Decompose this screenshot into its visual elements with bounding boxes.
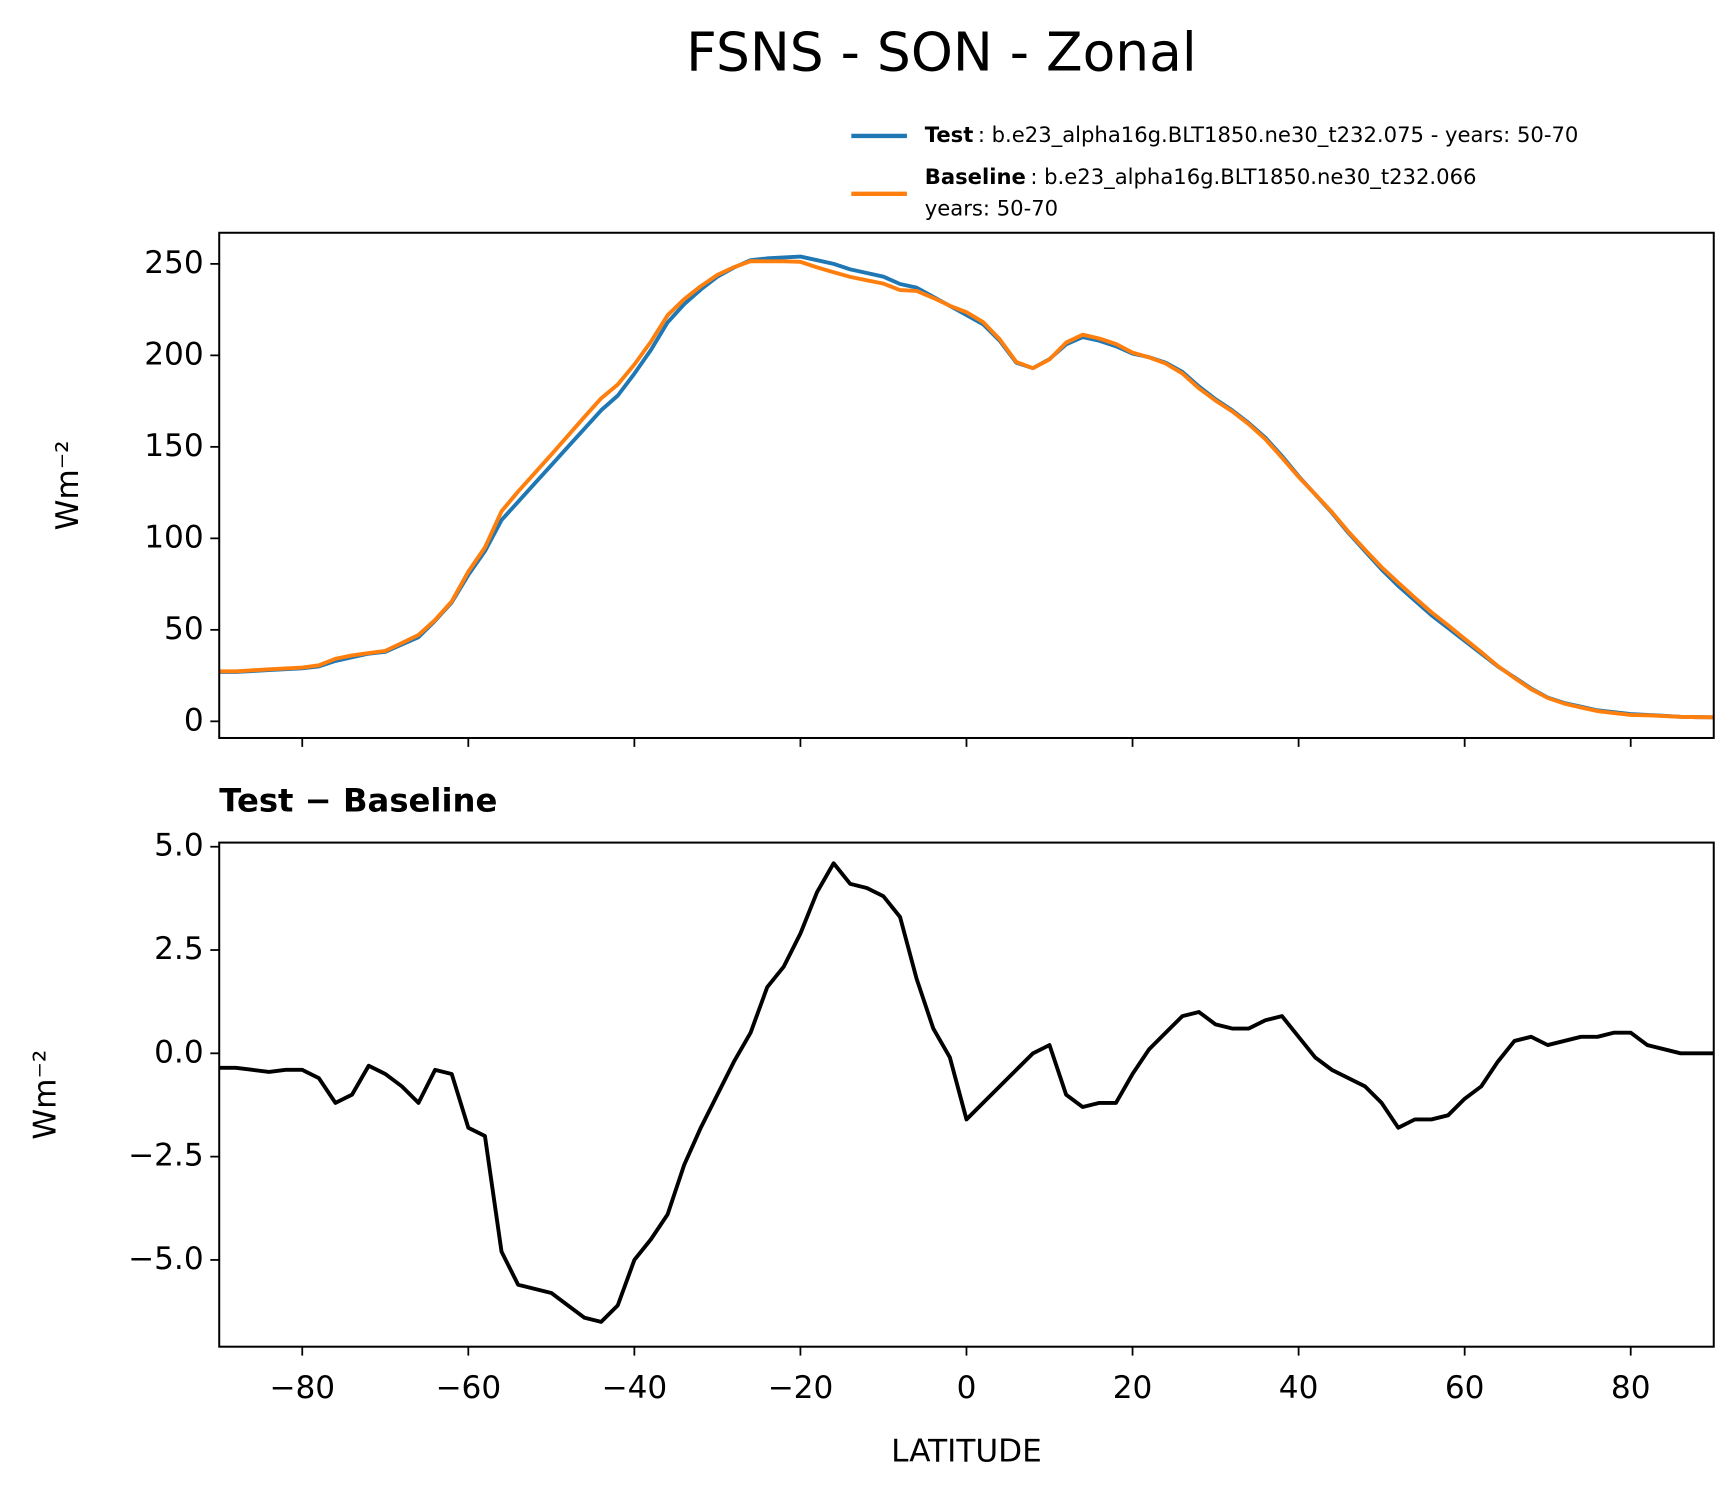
axes-frame (218, 231, 1715, 739)
x-tick-label: 80 (1611, 1370, 1651, 1406)
axes-frame (218, 841, 1715, 1348)
x-tick-label: 60 (1445, 1370, 1485, 1406)
x-axis-label: LATITUDE (891, 1433, 1042, 1469)
y-tick-label: −2.5 (128, 1138, 204, 1174)
y-tick-label: 200 (144, 336, 203, 372)
x-tick-label: −40 (602, 1370, 668, 1406)
y-axis-label: Wm⁻² (50, 440, 86, 530)
legend-description: : b.e23_alpha16g.BLT1850.ne30_t232.075 -… (978, 122, 1579, 148)
x-tick-label: 40 (1279, 1370, 1319, 1406)
x-tick-label: −80 (269, 1370, 335, 1406)
y-tick-label: 250 (144, 245, 203, 281)
data-line (219, 861, 1714, 1324)
y-tick-label: 100 (144, 519, 203, 555)
legend-description: : b.e23_alpha16g.BLT1850.ne30_t232.066 (1030, 164, 1476, 190)
figure-title: FSNS - SON - Zonal (686, 20, 1197, 83)
y-tick-label: 50 (164, 611, 204, 647)
y-tick-label: −5.0 (128, 1241, 204, 1277)
legend-name: Baseline (925, 164, 1026, 189)
y-axis-label: Wm⁻² (28, 1050, 64, 1140)
x-tick-label: 20 (1113, 1370, 1153, 1406)
legend-description: years: 50-70 (925, 195, 1058, 220)
y-tick-label: 5.0 (154, 828, 204, 864)
legend-entry: Test: b.e23_alpha16g.BLT1850.ne30_t232.0… (925, 122, 1579, 148)
x-tick-label: −60 (435, 1370, 501, 1406)
data-line (219, 254, 1714, 720)
data-line (219, 259, 1714, 720)
y-tick-label: 0 (184, 702, 204, 738)
y-tick-label: 0.0 (154, 1034, 204, 1070)
x-tick-label: 0 (957, 1370, 977, 1406)
legend-entry: Baseline: b.e23_alpha16g.BLT1850.ne30_t2… (925, 164, 1477, 190)
y-tick-label: 150 (144, 428, 203, 464)
x-tick-label: −20 (768, 1370, 834, 1406)
axes-title: Test − Baseline (219, 782, 497, 820)
legend-name: Test (925, 122, 974, 147)
y-tick-label: 2.5 (154, 931, 204, 967)
